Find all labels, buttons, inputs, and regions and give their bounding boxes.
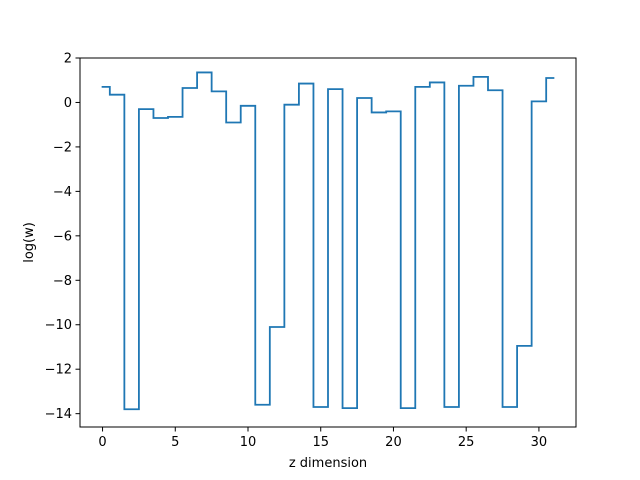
y-tick-label: 2 (64, 52, 72, 67)
series-layer (101, 71, 555, 411)
x-tick-label: 15 (312, 435, 329, 450)
y-tick-label: −8 (53, 274, 72, 289)
y-tick-label: −14 (45, 407, 72, 422)
x-tick-label: 30 (531, 435, 548, 450)
y-tick-label: −12 (45, 363, 72, 378)
x-axis-label: z dimension (289, 456, 367, 471)
x-tick-label: 10 (240, 435, 257, 450)
y-tick-label: 0 (64, 96, 72, 111)
y-tick-label: −10 (45, 318, 72, 333)
y-tick-label: −4 (53, 185, 72, 200)
series-step-line (101, 71, 555, 411)
x-tick-label: 20 (385, 435, 402, 450)
x-tick-label: 5 (171, 435, 179, 450)
y-tick-label: −2 (53, 140, 72, 155)
x-tick-label: 0 (98, 435, 106, 450)
x-tick-label: 25 (458, 435, 475, 450)
plot-frame (79, 57, 577, 428)
y-tick-label: −6 (53, 229, 72, 244)
y-axis-label: log(w) (22, 222, 37, 263)
